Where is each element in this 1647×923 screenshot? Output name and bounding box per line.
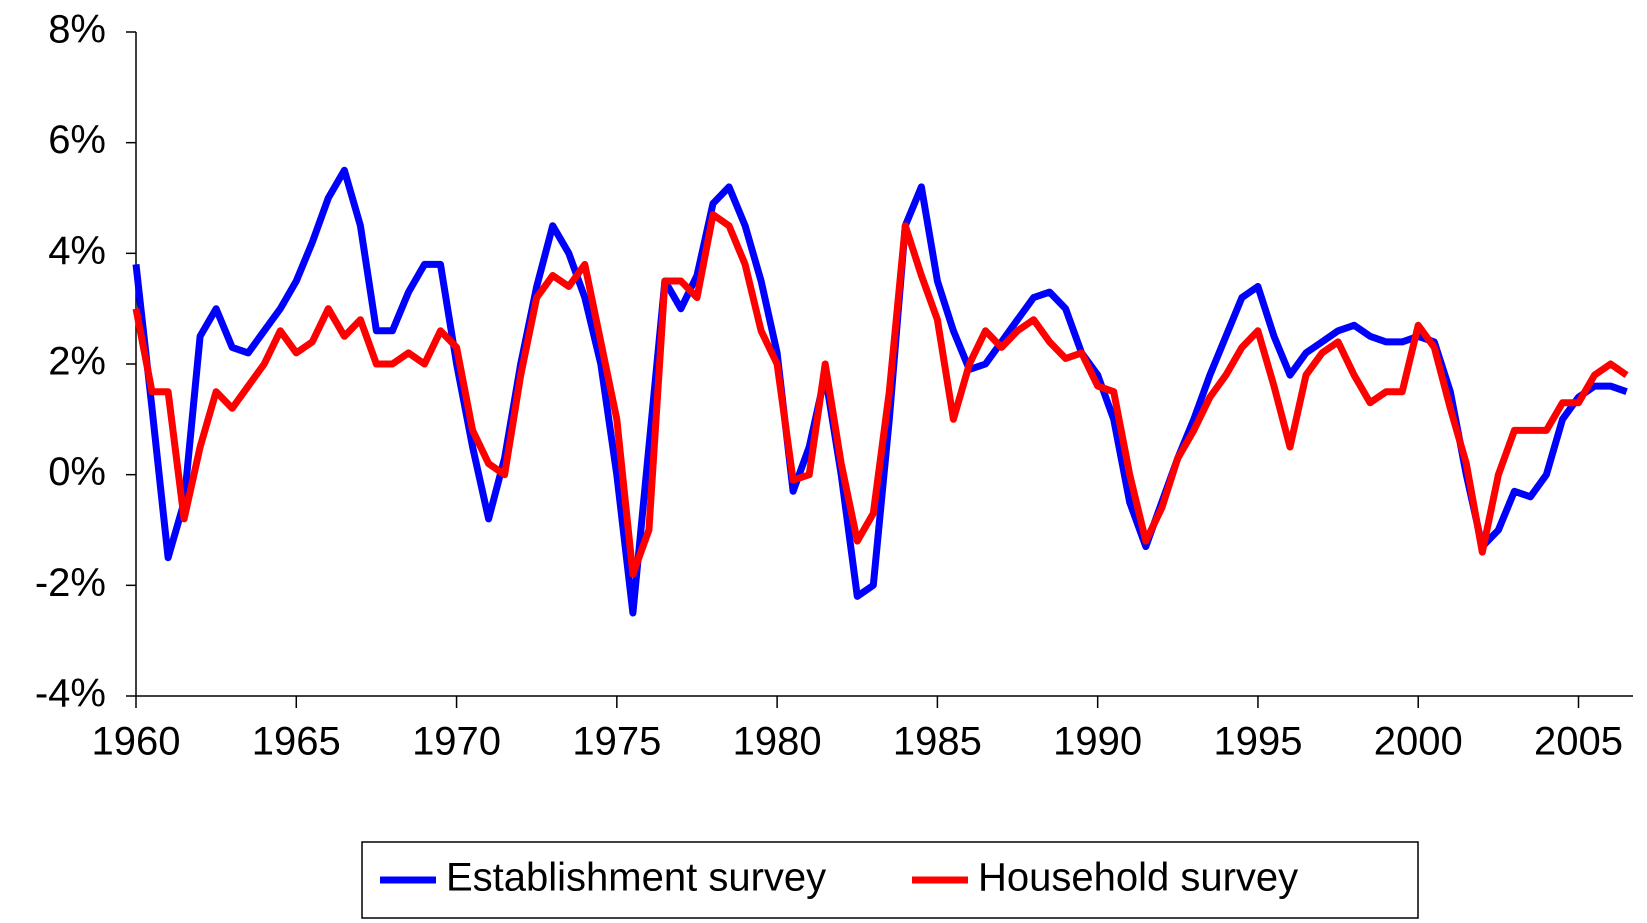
x-tick-label: 1970 xyxy=(412,720,501,764)
y-tick-label: 8% xyxy=(48,8,106,52)
series-line xyxy=(132,166,1628,617)
y-tick-label: -4% xyxy=(35,672,106,716)
x-tick-label: 2000 xyxy=(1374,720,1463,764)
legend-label: Establishment survey xyxy=(446,856,826,900)
y-tick-label: -2% xyxy=(35,561,106,605)
y-tick-label: 4% xyxy=(48,229,106,273)
legend-box xyxy=(361,841,1419,919)
series-line xyxy=(132,211,1629,578)
x-tick-label: 2005 xyxy=(1534,720,1623,764)
legend-label: Household survey xyxy=(978,856,1298,900)
x-tick-label: 1965 xyxy=(252,720,341,764)
x-tick-label: 1990 xyxy=(1053,720,1142,764)
x-tick-label: 1975 xyxy=(572,720,661,764)
x-tick-label: 1995 xyxy=(1213,720,1302,764)
y-tick-label: 2% xyxy=(48,340,106,384)
y-tick-label: 0% xyxy=(48,450,106,494)
x-tick-label: 1960 xyxy=(92,720,181,764)
x-tick-label: 1980 xyxy=(733,720,822,764)
y-tick-label: 6% xyxy=(48,118,106,162)
x-tick-label: 1985 xyxy=(893,720,982,764)
